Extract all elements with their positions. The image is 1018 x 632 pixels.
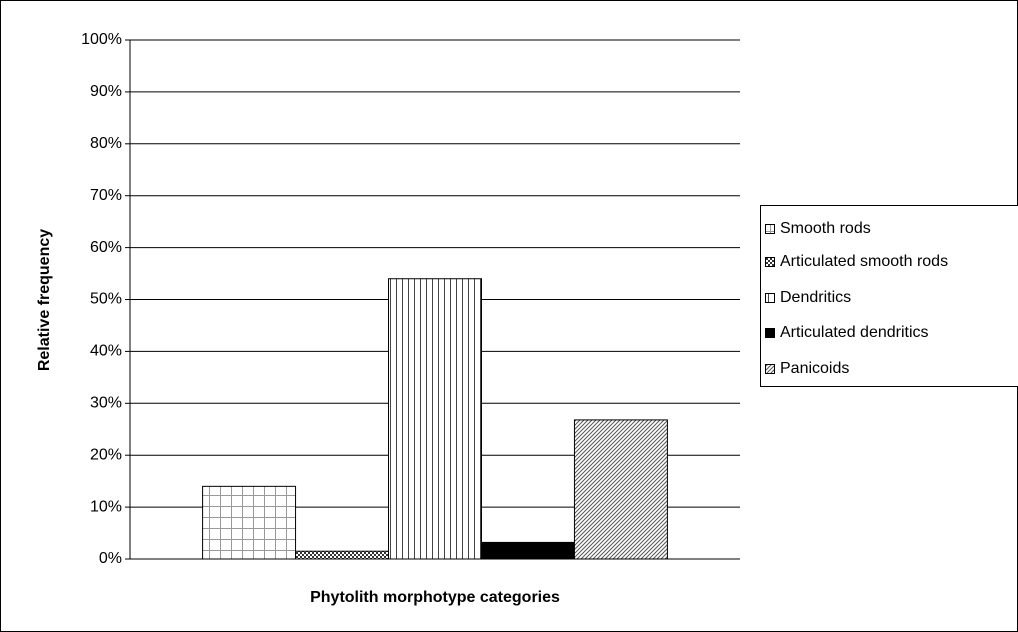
legend-swatch: [765, 257, 775, 267]
y-tick-label: 0%: [99, 550, 122, 567]
legend-swatch: [765, 328, 775, 338]
y-tick-label: 70%: [90, 187, 122, 204]
legend-swatch: [765, 224, 775, 234]
bar: [573, 419, 668, 560]
y-tick-label: 60%: [90, 239, 122, 256]
legend-label: Smooth rods: [780, 220, 871, 237]
legend-box: [760, 205, 1018, 387]
bar: [480, 541, 575, 560]
bar: [295, 550, 390, 560]
x-axis-title: Phytolith morphotype categories: [310, 589, 560, 606]
y-tick-label: 20%: [90, 446, 122, 463]
legend-swatch: [765, 364, 775, 374]
legend-label: Articulated dendritics: [780, 324, 929, 341]
y-tick-label: 90%: [90, 83, 122, 100]
y-tick-label: 30%: [90, 395, 122, 412]
bar: [202, 485, 297, 560]
y-tick-label: 40%: [90, 343, 122, 360]
legend-label: Dendritics: [780, 289, 851, 306]
y-tick-label: 100%: [81, 31, 122, 48]
bar: [388, 278, 482, 560]
y-axis-title: Relative frequency: [36, 229, 53, 371]
y-tick-label: 10%: [90, 498, 122, 515]
legend-label: Articulated smooth rods: [780, 253, 948, 270]
legend-label: Panicoids: [780, 360, 849, 377]
legend-swatch: [765, 293, 775, 303]
y-tick-label: 80%: [90, 135, 122, 152]
y-tick-label: 50%: [90, 291, 122, 308]
